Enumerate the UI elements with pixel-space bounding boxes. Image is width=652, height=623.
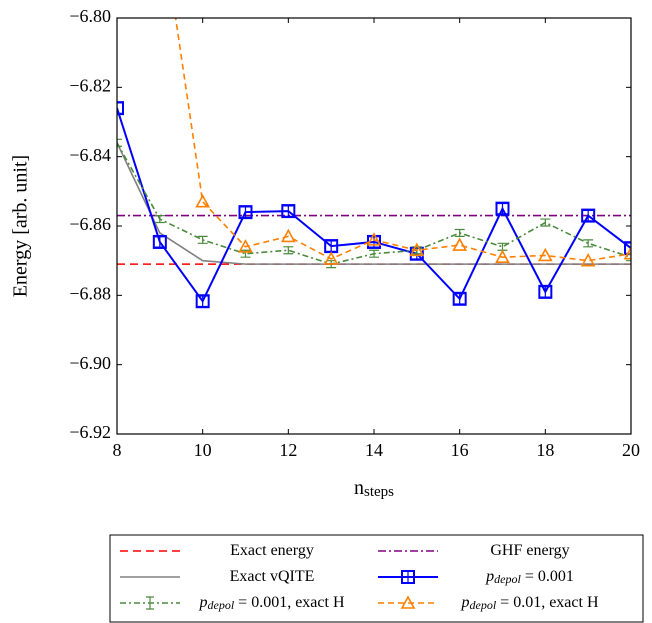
series-line (117, 142, 631, 265)
error-bar (583, 239, 594, 248)
series-line (174, 18, 631, 262)
marker-triangle (238, 239, 253, 253)
error-bar (454, 228, 465, 237)
marker-square (117, 101, 124, 116)
legend-label-part: Exact vQITE (230, 568, 315, 585)
marker-square (452, 291, 467, 306)
marker-square (581, 208, 596, 223)
x-tick-label: 12 (279, 440, 297, 460)
legend-label: pdepol = 0.001 (485, 568, 574, 586)
x-label-base: n (354, 477, 364, 499)
legend-label-part: p (461, 594, 470, 611)
marker-square (624, 241, 631, 256)
x-tick-label: 20 (622, 440, 640, 460)
y-tick-label: −6.82 (69, 75, 111, 95)
legend-box (109, 534, 644, 623)
marker-square (238, 205, 253, 220)
legend-marker (400, 595, 416, 609)
marker-triangle (409, 242, 425, 257)
marker-square (152, 234, 167, 249)
error-bar (497, 202, 508, 215)
marker-triangle (366, 232, 382, 246)
legend-error (146, 596, 154, 610)
error-bar (154, 215, 165, 224)
x-label-sub: steps (364, 484, 394, 500)
legend-label: Exact energy (230, 542, 314, 559)
legend-label-part: depol (494, 572, 521, 586)
error-bar (369, 249, 379, 258)
marker-triangle (280, 228, 296, 243)
y-axis-label: Energy [arb. unit] (10, 155, 32, 297)
legend-label-part: depol (208, 598, 235, 612)
marker-square (195, 294, 210, 309)
error-bar (540, 286, 551, 298)
marker-square (281, 204, 296, 219)
y-tick-label: −6.90 (69, 353, 111, 373)
marker-triangle (195, 194, 211, 208)
legend-label-part: p (485, 568, 494, 585)
legend-label-part: p (199, 594, 208, 611)
series-line (117, 107, 631, 304)
x-tick-label: 8 (113, 440, 122, 460)
y-tick-label: −6.92 (69, 422, 111, 442)
legend-label: GHF energy (490, 542, 569, 559)
marker-triangle (623, 246, 631, 260)
legend-label-part: = 0.001, exact H (234, 594, 345, 611)
marker-square (538, 284, 553, 299)
y-tick-label: −6.86 (69, 214, 111, 234)
legend-label: pdepol = 0.001, exact H (199, 594, 345, 612)
y-tick-label: −6.88 (69, 283, 111, 303)
legend-label-part: = 0.001 (521, 568, 574, 585)
y-tick-label: −6.80 (69, 6, 111, 26)
y-tick-label: −6.84 (69, 145, 111, 165)
legend-label-part: GHF energy (490, 542, 569, 559)
plot-area (117, 18, 631, 309)
x-tick-label: 16 (451, 440, 469, 460)
legend-label-part: depol (470, 598, 497, 612)
x-tick-label: 18 (536, 440, 554, 460)
legend-label-part: Exact energy (230, 542, 314, 559)
marker-triangle (452, 237, 468, 251)
marker-triangle (495, 249, 510, 263)
marker-square (495, 201, 510, 216)
legend-marker (401, 570, 415, 584)
legend-label: Exact vQITE (230, 568, 315, 585)
marker-triangle (580, 252, 596, 267)
x-tick-label: 10 (194, 440, 212, 460)
error-bar (540, 218, 551, 227)
marker-triangle (537, 247, 553, 262)
error-bar (117, 138, 122, 147)
error-bar (197, 235, 208, 244)
x-axis-label: nsteps (354, 477, 394, 501)
legend-label: pdepol = 0.01, exact H (461, 594, 599, 612)
marker-triangle (323, 251, 339, 265)
error-bar (283, 246, 294, 255)
legend-label-part: = 0.01, exact H (496, 594, 599, 611)
x-tick-label: 14 (365, 440, 383, 460)
